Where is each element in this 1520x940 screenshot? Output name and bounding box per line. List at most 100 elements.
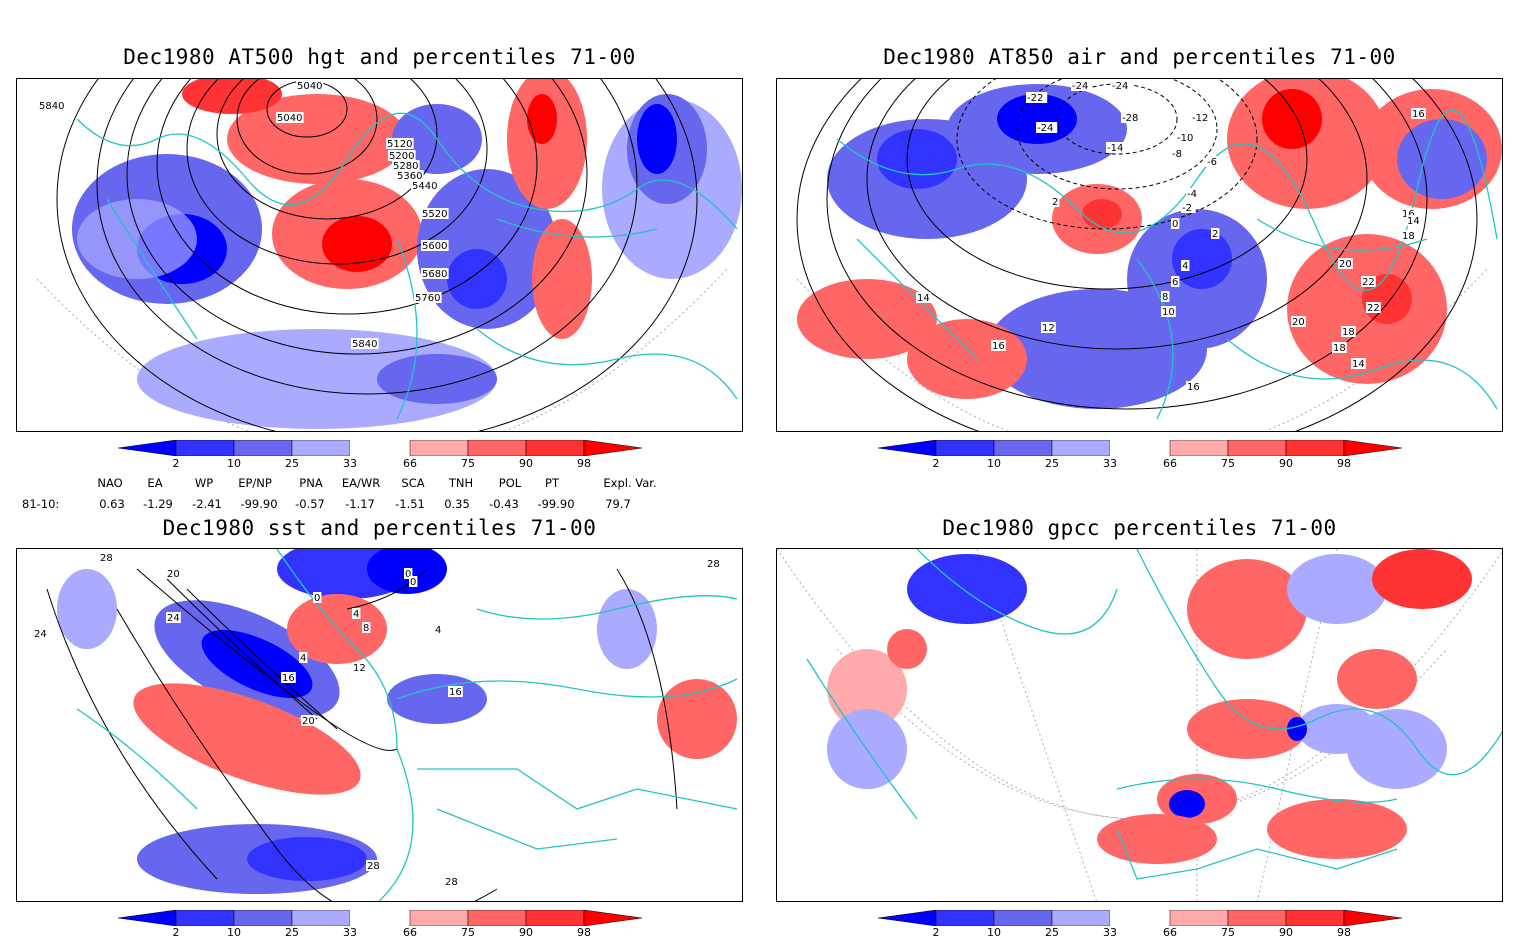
colorbar-label: 10 bbox=[987, 457, 1001, 470]
colorbar-label: 98 bbox=[1337, 926, 1351, 939]
svg-text:-22: -22 bbox=[1027, 93, 1043, 104]
colorbar-label: 2 bbox=[932, 457, 940, 470]
contour-label: 18 bbox=[1332, 342, 1347, 354]
percentile-shading bbox=[57, 549, 737, 894]
contour-label: 24 bbox=[166, 612, 181, 624]
svg-text:2: 2 bbox=[1052, 197, 1058, 208]
contour-label: 0 bbox=[404, 568, 413, 580]
contour-label: 16 bbox=[448, 686, 463, 698]
svg-text:5760: 5760 bbox=[415, 293, 440, 304]
colorbar-label: 66 bbox=[1163, 457, 1177, 470]
svg-text:28: 28 bbox=[367, 861, 380, 872]
svg-text:22: 22 bbox=[1367, 303, 1380, 314]
colorbar-label: 75 bbox=[461, 457, 475, 470]
svg-text:28: 28 bbox=[100, 553, 113, 564]
contour-label: 5840 bbox=[38, 100, 66, 112]
contour-label: -4 bbox=[1186, 188, 1201, 200]
tc-header: EA bbox=[147, 476, 163, 490]
tc-value: 0.35 bbox=[444, 497, 470, 511]
map-air850: -24 -24 -22 -24 -28 -12 -10 -8 -6 -14 2 -4 -2 0 2 4 6 8 10… bbox=[776, 78, 1503, 432]
svg-text:5120: 5120 bbox=[387, 139, 412, 150]
colorbar-label: 90 bbox=[1279, 457, 1293, 470]
colorbar-label: 33 bbox=[343, 457, 357, 470]
svg-text:5840: 5840 bbox=[39, 101, 64, 112]
tc-header: SCA bbox=[401, 476, 425, 490]
contour-label: 28 bbox=[706, 558, 721, 570]
tc-value: -2.41 bbox=[192, 497, 222, 511]
contour-label: 5760 bbox=[414, 292, 442, 304]
contour-label: 22 bbox=[1366, 302, 1381, 314]
contour-label: 16 bbox=[281, 672, 296, 684]
contour-label: 28 bbox=[366, 860, 381, 872]
contour-label: 18 bbox=[1401, 230, 1416, 242]
contour-label: 5360 bbox=[396, 170, 424, 182]
svg-text:-28: -28 bbox=[1122, 113, 1138, 124]
contour-label: 5280 bbox=[392, 160, 420, 172]
contour-label: -22 bbox=[1026, 92, 1048, 104]
colorbar-label: 33 bbox=[1103, 926, 1117, 939]
svg-text:28: 28 bbox=[445, 877, 458, 888]
coastlines bbox=[76, 549, 738, 901]
contour-label: 28 bbox=[99, 552, 114, 564]
contour-label: 16 bbox=[1186, 381, 1201, 393]
contour-label: 4 bbox=[299, 652, 308, 664]
tc-header: PT bbox=[545, 476, 559, 490]
tc-value: -99.90 bbox=[240, 497, 278, 511]
svg-text:24: 24 bbox=[167, 613, 180, 624]
map-sst: 28 20 24 24 0 0 0 4 4 8 4 12 16 20 16 28 28 28 bbox=[16, 548, 743, 902]
tc-value: 79.7 bbox=[605, 497, 631, 511]
contour-label: 5600 bbox=[421, 240, 449, 252]
colorbar-label: 75 bbox=[1221, 926, 1235, 939]
contour-label: 24 bbox=[33, 628, 48, 640]
svg-text:28: 28 bbox=[707, 559, 720, 570]
svg-text:4: 4 bbox=[435, 625, 441, 636]
svg-text:10: 10 bbox=[1162, 307, 1175, 318]
tc-header: POL bbox=[498, 476, 522, 490]
contour-label: 14 bbox=[916, 292, 931, 304]
svg-text:18: 18 bbox=[1333, 343, 1346, 354]
panel-title-gpcc: Dec1980 gpcc percentiles 71-00 bbox=[942, 516, 1337, 540]
contour-label: 20 bbox=[166, 568, 181, 580]
percentile-shading bbox=[827, 549, 1472, 864]
colorbar-label: 25 bbox=[1045, 926, 1059, 939]
contour-label: 10 bbox=[1161, 306, 1176, 318]
panel-title-sst: Dec1980 sst and percentiles 71-00 bbox=[162, 516, 597, 540]
contour-label: 2 bbox=[1051, 196, 1060, 208]
percentile-shading bbox=[72, 79, 742, 429]
colorbar-label: 10 bbox=[227, 926, 241, 939]
contour-label: 4 bbox=[1181, 260, 1190, 272]
contour-label: 16 bbox=[1401, 208, 1416, 220]
svg-text:0: 0 bbox=[410, 577, 416, 588]
svg-text:-2: -2 bbox=[1182, 203, 1192, 214]
colorbar-label: 90 bbox=[519, 457, 533, 470]
tc-value: -0.43 bbox=[489, 497, 519, 511]
svg-text:5680: 5680 bbox=[422, 269, 447, 280]
contour-label: 0 bbox=[409, 576, 418, 588]
svg-text:5440: 5440 bbox=[412, 181, 437, 192]
colorbar-label: 66 bbox=[403, 457, 417, 470]
colorbar-label: 98 bbox=[1337, 457, 1351, 470]
svg-text:16: 16 bbox=[282, 673, 295, 684]
tc-value: -1.17 bbox=[345, 497, 375, 511]
colorbar-label: 2 bbox=[932, 926, 940, 939]
svg-text:18: 18 bbox=[1402, 231, 1415, 242]
contour-label: 4 bbox=[352, 608, 361, 620]
contour-label: 2 bbox=[1211, 228, 1220, 240]
svg-text:16: 16 bbox=[1187, 382, 1200, 393]
svg-text:-6: -6 bbox=[1207, 157, 1217, 168]
colorbar-label: 33 bbox=[1103, 457, 1117, 470]
svg-text:5360: 5360 bbox=[397, 171, 422, 182]
contour-label: -24 bbox=[1036, 122, 1058, 134]
tc-header: EP/NP bbox=[238, 476, 272, 490]
svg-text:6: 6 bbox=[1172, 277, 1178, 288]
contour-label: 28 bbox=[444, 876, 459, 888]
svg-text:-24: -24 bbox=[1072, 81, 1088, 92]
sst-contours bbox=[46, 568, 678, 901]
colorbar-label: 2 bbox=[172, 457, 180, 470]
coastlines bbox=[76, 112, 738, 420]
svg-text:-24: -24 bbox=[1112, 81, 1128, 92]
svg-text:12: 12 bbox=[1042, 323, 1055, 334]
contour-label: 5680 bbox=[421, 268, 449, 280]
svg-text:24: 24 bbox=[34, 629, 47, 640]
